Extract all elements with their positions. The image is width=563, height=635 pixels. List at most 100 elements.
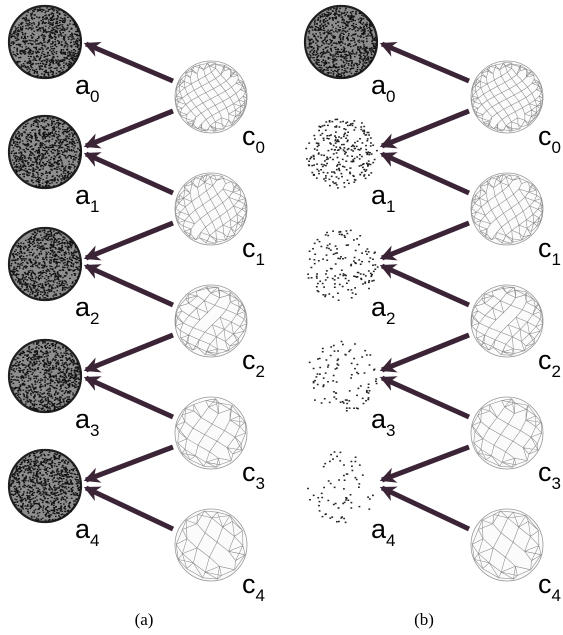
- label-b-a1-base: a: [371, 180, 387, 210]
- label-a-c0-sub: 0: [256, 138, 265, 157]
- sphere-b-a4: [307, 451, 374, 524]
- label-a-a1: a1: [75, 180, 100, 216]
- arrow-a-c0-to-a0: [83, 41, 174, 84]
- sphere-b-c2: [470, 284, 544, 358]
- label-a-a4: a4: [75, 514, 100, 550]
- label-a-c4-base: c: [242, 569, 256, 599]
- sphere-a-a3: [7, 338, 83, 414]
- label-a-c4: c4: [242, 569, 265, 605]
- label-a-c1-base: c: [242, 233, 256, 263]
- label-b-a4-sub: 4: [386, 531, 395, 550]
- sphere-a-a0: [7, 4, 83, 80]
- label-b-c3-sub: 3: [552, 474, 561, 493]
- label-b-c0: c0: [538, 121, 561, 157]
- label-a-a3-sub: 3: [90, 421, 99, 440]
- arrow-a-c2-to-a2: [83, 263, 175, 308]
- label-b-a3-base: a: [371, 404, 387, 434]
- label-b-c2-sub: 2: [552, 362, 561, 381]
- label-b-c0-sub: 0: [552, 138, 561, 157]
- arrow-b-c0-to-a1: [379, 108, 470, 149]
- label-a-c2: c2: [242, 345, 265, 381]
- arrow-a-c4-to-a4: [83, 485, 175, 532]
- sphere-b-a0: [303, 4, 379, 80]
- label-a-c2-base: c: [242, 345, 256, 375]
- label-a-a2-sub: 2: [90, 309, 99, 328]
- label-b-c2-base: c: [538, 345, 552, 375]
- sphere-a-c3: [174, 396, 248, 470]
- sphere-b-a1: [305, 118, 378, 189]
- label-a-a3-base: a: [75, 404, 91, 434]
- label-a-c3-base: c: [242, 457, 256, 487]
- sphere-b-c4: [470, 508, 544, 582]
- label-b-a4-base: a: [371, 514, 387, 544]
- label-b-c4: c4: [538, 569, 561, 605]
- sphere-b-c0: [470, 60, 544, 134]
- label-a-c3: c3: [242, 457, 265, 493]
- sphere-a-a2: [7, 226, 83, 302]
- label-b-a4: a4: [371, 514, 396, 550]
- label-a-c1: c1: [242, 233, 265, 269]
- sphere-a-c0: [174, 60, 248, 134]
- sphere-a-a1: [7, 114, 83, 190]
- arrow-a-c2-to-a3: [83, 332, 174, 373]
- label-b-a0-base: a: [371, 70, 387, 100]
- arrow-b-c2-to-a2: [379, 263, 471, 308]
- label-b-c4-base: c: [538, 569, 552, 599]
- arrow-a-c1-to-a1: [83, 151, 175, 196]
- label-b-c0-base: c: [538, 121, 552, 151]
- sphere-a-c4: [174, 508, 248, 582]
- arrow-a-c3-to-a3: [83, 375, 175, 420]
- arrow-a-c3-to-a4: [83, 444, 174, 483]
- sphere-b-c3: [470, 396, 544, 470]
- label-b-a0-sub: 0: [386, 87, 395, 106]
- label-a-a2-base: a: [75, 292, 91, 322]
- label-b-c1-sub: 1: [552, 250, 561, 269]
- sphere-b-c1: [470, 172, 544, 246]
- label-b-a3: a3: [371, 404, 396, 440]
- label-a-a0: a0: [75, 70, 100, 106]
- arrow-b-c0-to-a0: [379, 41, 470, 84]
- label-b-a2: a2: [371, 292, 396, 328]
- caption-b: (b): [414, 610, 434, 629]
- label-b-c1-base: c: [538, 233, 552, 263]
- arrow-a-c0-to-a1: [83, 108, 174, 149]
- arrow-b-c1-to-a2: [379, 220, 470, 261]
- label-b-a2-sub: 2: [386, 309, 395, 328]
- label-a-a0-sub: 0: [90, 87, 99, 106]
- label-a-c3-sub: 3: [256, 474, 265, 493]
- label-b-a2-base: a: [371, 292, 387, 322]
- arrow-b-c4-to-a4: [379, 485, 471, 532]
- sphere-b-a3: [308, 340, 378, 412]
- sphere-a-a4: [7, 448, 83, 524]
- arrow-b-c1-to-a1: [379, 151, 471, 196]
- arrow-b-c3-to-a4: [379, 444, 470, 483]
- label-b-c3: c3: [538, 457, 561, 493]
- label-a-c4-sub: 4: [256, 586, 265, 605]
- label-b-c2: c2: [538, 345, 561, 381]
- sphere-b-a2: [307, 229, 379, 301]
- label-a-c1-sub: 1: [256, 250, 265, 269]
- label-b-a1: a1: [371, 180, 396, 216]
- arrow-a-c1-to-a2: [83, 220, 174, 261]
- label-b-a0: a0: [371, 70, 396, 106]
- label-a-c0: c0: [242, 121, 265, 157]
- label-a-a1-sub: 1: [90, 197, 99, 216]
- label-a-a1-base: a: [75, 180, 91, 210]
- label-a-c2-sub: 2: [256, 362, 265, 381]
- label-b-a1-sub: 1: [386, 197, 395, 216]
- label-a-a4-base: a: [75, 514, 91, 544]
- arrow-b-c3-to-a3: [379, 375, 471, 420]
- label-b-c1: c1: [538, 233, 561, 269]
- label-a-a4-sub: 4: [90, 531, 99, 550]
- sphere-a-c2: [174, 284, 248, 358]
- label-a-a0-base: a: [75, 70, 91, 100]
- caption-a: (a): [135, 610, 154, 629]
- label-a-a2: a2: [75, 292, 100, 328]
- label-b-a3-sub: 3: [386, 421, 395, 440]
- label-a-a3: a3: [75, 404, 100, 440]
- label-b-c4-sub: 4: [552, 586, 561, 605]
- arrow-b-c2-to-a3: [379, 332, 470, 373]
